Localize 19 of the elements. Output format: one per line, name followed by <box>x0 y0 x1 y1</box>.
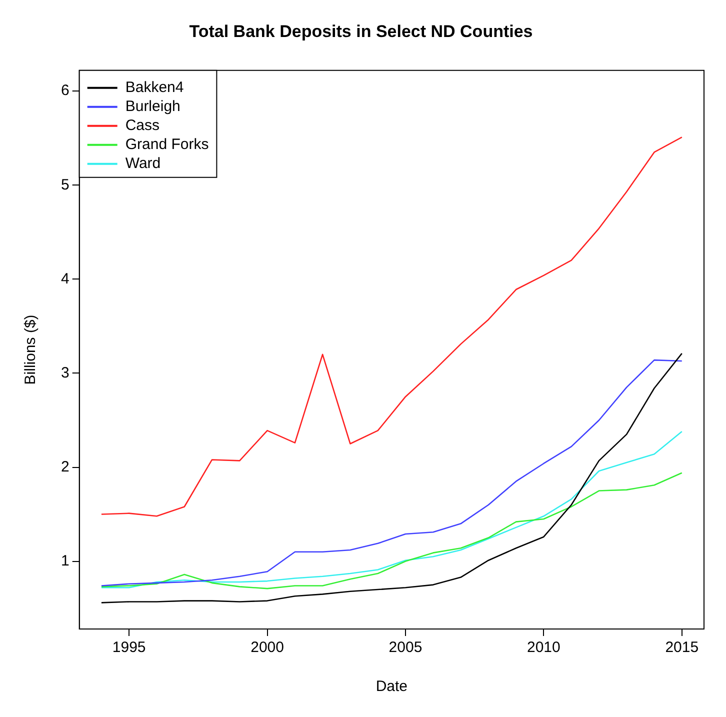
legend-label: Burleigh <box>125 98 180 116</box>
x-axis-title: Date <box>376 678 408 696</box>
y-tick-label: 4 <box>61 270 70 288</box>
y-tick-label: 1 <box>61 552 70 570</box>
y-axis-title: Billions ($) <box>22 314 40 385</box>
y-tick-label: 5 <box>61 176 70 194</box>
x-tick-label: 2000 <box>250 639 284 656</box>
legend-label: Ward <box>125 155 161 172</box>
x-tick-label: 2010 <box>527 639 560 656</box>
x-tick-label: 2005 <box>388 639 422 656</box>
x-tick-label: 2015 <box>665 639 699 656</box>
legend-label: Cass <box>125 117 160 134</box>
legend-label: Bakken4 <box>125 79 184 96</box>
y-tick-label: 2 <box>61 458 70 476</box>
y-tick-label: 3 <box>61 364 70 382</box>
x-tick-label: 1995 <box>112 639 146 656</box>
y-tick-label: 6 <box>61 82 70 100</box>
legend-label: Grand Forks <box>125 136 209 154</box>
chart-title: Total Bank Deposits in Select ND Counties <box>189 22 533 41</box>
